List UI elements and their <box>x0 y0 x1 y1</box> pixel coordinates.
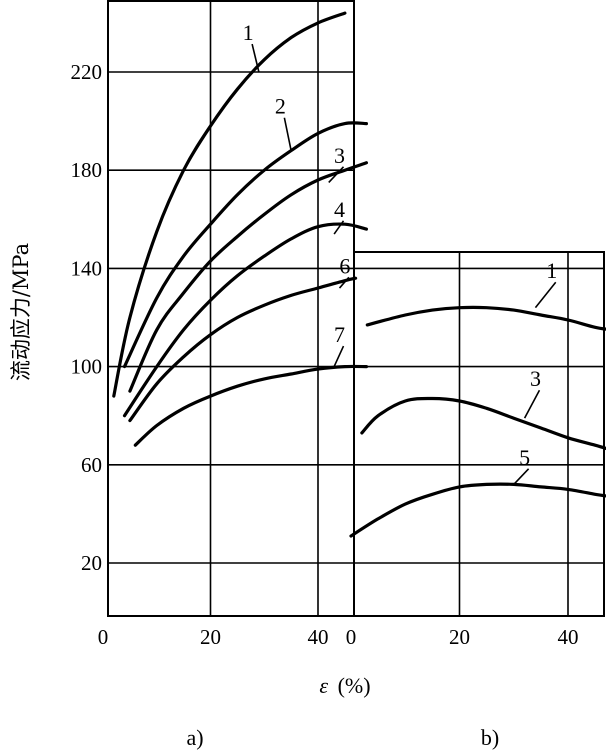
y-tick-60: 60 <box>81 453 102 477</box>
panel-a-curve-7 <box>133 364 368 447</box>
panel-a-curve-label-1: 1 <box>243 20 254 45</box>
panel-b-curve-5 <box>349 482 606 538</box>
panel-a-x-tick-20: 20 <box>200 625 221 649</box>
panel-a-leader-4 <box>333 220 345 235</box>
panel-a-curve-labels: 1 2 3 4 6 7 <box>243 20 350 367</box>
panel-a-x-tick-labels: 0 20 40 <box>98 625 329 649</box>
panel-a-leader-3 <box>328 166 345 184</box>
panel-a-curve-label-3: 3 <box>334 143 345 168</box>
panel-a-y-tick-labels: 20 60 100 140 180 220 <box>71 60 103 575</box>
panel-a-leader-2 <box>283 117 292 151</box>
panel-a-x-tick-0: 0 <box>98 625 109 649</box>
x-axis-label: ε (%) <box>319 673 370 698</box>
panel-b-leader-5 <box>513 468 530 485</box>
panel-b-x-tick-40: 40 <box>558 625 579 649</box>
panel-a-curve-label-6: 6 <box>339 253 350 278</box>
panel-a-leader-1 <box>251 43 260 73</box>
y-tick-180: 180 <box>71 158 103 182</box>
panel-b-curve-label-3: 3 <box>530 366 541 391</box>
panel-b-leader-1 <box>534 281 557 309</box>
panel-b-grid <box>354 252 604 616</box>
panel-b-frame <box>353 251 605 617</box>
panel-b-caption: b) <box>481 725 499 750</box>
panel-a-curve-label-7: 7 <box>334 322 345 347</box>
panel-a-x-tick-40: 40 <box>308 625 329 649</box>
panel-a-curves <box>112 11 368 447</box>
panel-b: 0 20 40 1 3 5 b) <box>346 251 606 750</box>
panel-b-curves <box>349 305 606 538</box>
panel-a-caption: a) <box>186 725 203 750</box>
panel-b-x-tick-20: 20 <box>449 625 470 649</box>
panel-b-curve-label-1: 1 <box>546 258 557 283</box>
panel-a-leader-6 <box>338 276 350 289</box>
panel-b-curve-1 <box>365 305 606 331</box>
panel-a-curve-label-2: 2 <box>275 94 286 119</box>
panel-b-x-tick-labels: 0 20 40 <box>346 625 579 649</box>
y-tick-100: 100 <box>71 355 103 379</box>
y-axis-label: 流动应力/MPa <box>9 243 33 381</box>
panel-a-curve-3 <box>128 161 368 393</box>
panel-b-curve-label-5: 5 <box>519 445 530 470</box>
panel-b-leader-3 <box>523 389 541 419</box>
panel-b-curve-labels: 1 3 5 <box>513 258 557 485</box>
panel-b-x-tick-0: 0 <box>346 625 357 649</box>
panel-a-frame <box>107 0 355 617</box>
panel-a-curve-2 <box>122 121 368 369</box>
panel-a-curve-1 <box>112 11 347 398</box>
panel-a-curve-label-4: 4 <box>334 197 345 222</box>
y-tick-140: 140 <box>71 256 103 280</box>
x-axis-symbol: ε <box>319 673 328 698</box>
panel-a-leader-7 <box>333 345 345 367</box>
panel-a-grid <box>108 1 354 616</box>
panel-a-curve-4 <box>122 222 368 418</box>
y-tick-20: 20 <box>81 551 102 575</box>
panel-b-curve-3 <box>360 396 606 451</box>
panel-a-curve-6 <box>128 276 358 423</box>
x-axis-unit: (%) <box>338 673 371 698</box>
panel-a: 20 60 100 140 180 220 0 20 40 1 2 3 4 6 7 a) <box>71 0 368 750</box>
y-tick-220: 220 <box>71 60 103 84</box>
